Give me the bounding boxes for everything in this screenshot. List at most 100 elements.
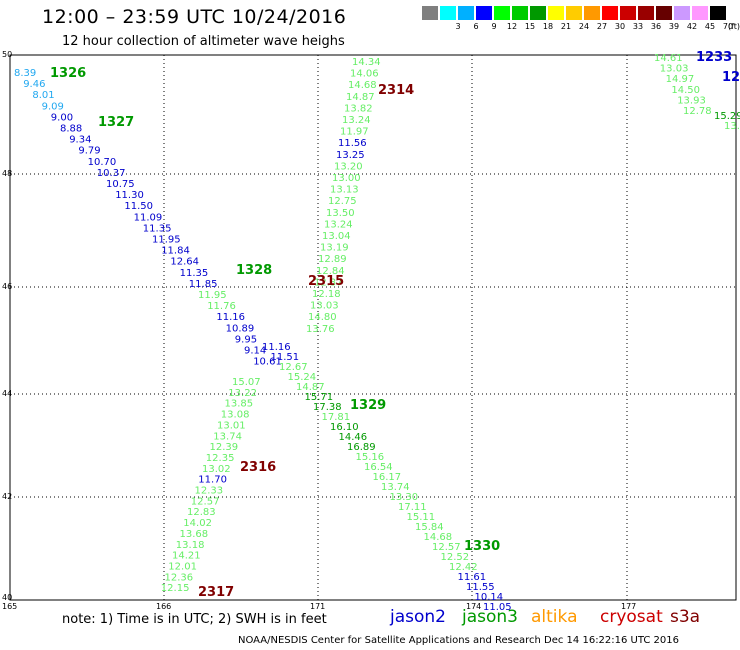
- scale-swatch: [440, 6, 456, 20]
- wave-height-value: 11.85: [189, 279, 218, 290]
- legend-altika: altika: [531, 607, 578, 627]
- wave-height-value: 13.30: [390, 492, 419, 503]
- pass-label: 1329: [350, 398, 386, 413]
- wave-height-value: 12.01: [168, 562, 197, 573]
- wave-height-value: 11.30: [115, 190, 144, 201]
- wave-height-value: 14.21: [172, 551, 201, 562]
- pass-label: 1233: [696, 50, 732, 65]
- scale-tick-label: 30: [614, 22, 626, 31]
- wave-height-value: 11.95: [152, 235, 181, 246]
- wave-height-value: 9.09: [42, 101, 64, 112]
- wave-height-value: 11.61: [458, 572, 487, 583]
- scale-swatch: [656, 6, 672, 20]
- wave-height-value: 13.01: [217, 420, 246, 431]
- wave-height-value: 13.19: [320, 243, 349, 254]
- legend-cryosat: cryosat: [600, 607, 663, 627]
- wave-height-value: 17.11: [398, 502, 427, 513]
- track-values: 8.399.468.019.099.008.889.349.7910.7010.…: [14, 53, 740, 613]
- wave-height-value: 11.76: [207, 301, 236, 312]
- wave-height-value: 12.37: [314, 277, 343, 288]
- wave-height-value: 15.16: [356, 452, 385, 463]
- wave-height-value: 10.37: [97, 168, 126, 179]
- map-grid: [9, 54, 737, 601]
- longitude-tick-label: 174: [466, 602, 481, 611]
- wave-height-value: 12.35: [206, 453, 235, 464]
- wave-height-value: 14.68: [424, 532, 453, 543]
- wave-height-value: 12.52: [441, 552, 470, 563]
- wave-height-value: 11.05: [483, 602, 512, 613]
- scale-swatch: [620, 6, 636, 20]
- wave-height-value: 10.61: [253, 357, 282, 368]
- pass-label: 1233: [722, 70, 740, 85]
- wave-height-value: 13.08: [221, 410, 250, 421]
- latitude-tick-label: 50: [2, 50, 12, 59]
- wave-height-value: 13.74: [213, 431, 242, 442]
- wave-height-value: 14.97: [666, 74, 695, 85]
- wave-height-value: 11.35: [143, 223, 172, 234]
- wave-height-value: 13.25: [336, 150, 365, 161]
- wave-height-value: 13.50: [326, 208, 355, 219]
- wave-height-value: 11.50: [124, 201, 153, 212]
- wave-height-value: 13.68: [180, 529, 209, 540]
- wave-height-value: 14.02: [183, 518, 212, 529]
- wave-height-value: 9.79: [78, 146, 100, 157]
- longitude-tick-label: 165: [2, 602, 17, 611]
- wave-height-value: 15.71: [305, 392, 334, 403]
- scale-tick-label: 36: [650, 22, 662, 31]
- wave-height-value: 13.85: [225, 399, 254, 410]
- wave-height-value: 13.22: [228, 388, 257, 399]
- wave-height-value: 11.51: [271, 352, 300, 363]
- wave-height-value: 9.46: [23, 79, 45, 90]
- wave-height-value: 12.67: [279, 362, 308, 373]
- scale-swatch: [494, 6, 510, 20]
- wave-height-value: 12.42: [449, 562, 478, 573]
- wave-height-value: 17.38: [313, 402, 342, 413]
- map-frame: [9, 54, 737, 601]
- wave-height-value: 13.82: [344, 103, 373, 114]
- wave-height-value: 13.17: [724, 121, 740, 132]
- pass-label: 2314: [378, 83, 414, 98]
- wave-height-value: 14.61: [654, 53, 683, 64]
- wave-height-value: 16.54: [364, 462, 393, 473]
- units-note: note: 1) Time is in UTC; 2) SWH is in fe…: [62, 612, 327, 627]
- wave-height-value: 15.24: [288, 372, 317, 383]
- legend-jason3: jason3: [462, 607, 518, 627]
- wave-height-value: 11.55: [466, 582, 495, 593]
- wave-height-value: 16.10: [330, 422, 359, 433]
- wave-height-value: 14.87: [346, 92, 375, 103]
- wave-height-value: 14.50: [671, 85, 700, 96]
- wave-height-value: 13.74: [381, 482, 410, 493]
- scale-swatch: [422, 6, 438, 20]
- wave-height-value: 12.18: [312, 289, 341, 300]
- scale-swatch: [584, 6, 600, 20]
- scale-tick-label: 15: [524, 22, 536, 31]
- wave-height-value: 12.57: [432, 542, 461, 553]
- wave-height-value: 11.95: [198, 290, 227, 301]
- wave-height-value: 12.89: [318, 254, 347, 265]
- wave-height-value: 14.06: [350, 69, 379, 80]
- longitude-tick-label: 171: [310, 602, 325, 611]
- scale-tick-label: 18: [542, 22, 554, 31]
- wave-height-value: 14.34: [352, 57, 381, 68]
- wave-height-value: 11.16: [216, 312, 245, 323]
- scale-tick-label: 27: [596, 22, 608, 31]
- scale-tick-label: 42: [686, 22, 698, 31]
- scale-swatch: [566, 6, 582, 20]
- wave-height-value: 13.04: [322, 231, 351, 242]
- scale-swatch: [692, 6, 708, 20]
- scale-tick-label: 9: [491, 22, 497, 31]
- wave-height-value: 13.76: [306, 324, 335, 335]
- wave-height-value: 10.89: [226, 323, 255, 334]
- latitude-tick-label: 48: [2, 169, 12, 178]
- longitude-tick-label: 177: [621, 602, 636, 611]
- wave-height-value: 9.00: [51, 112, 73, 123]
- scale-swatch: [638, 6, 654, 20]
- scale-swatch: [530, 6, 546, 20]
- scale-tick-label: 24: [578, 22, 590, 31]
- wave-height-value: 15.11: [407, 512, 436, 523]
- scale-tick-label: 45: [704, 22, 716, 31]
- wave-height-value: 8.39: [14, 68, 36, 79]
- latitude-tick-label: 42: [2, 492, 12, 501]
- pass-label: 2316: [240, 460, 276, 475]
